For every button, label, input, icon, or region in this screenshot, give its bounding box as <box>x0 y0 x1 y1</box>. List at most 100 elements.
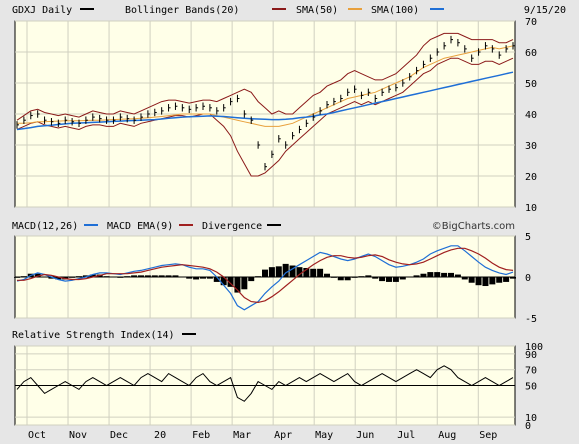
macd-ema-line <box>17 247 514 304</box>
price-legend-swatch <box>80 8 94 10</box>
divergence-bar <box>69 277 76 278</box>
divergence-bar <box>82 275 89 277</box>
divergence-bar <box>124 276 131 277</box>
legend-sma50-label: SMA(50) <box>296 5 338 16</box>
divergence-bar <box>138 275 144 277</box>
divergence-bar <box>503 277 510 282</box>
panel-0-ytick-label: 30 <box>525 141 537 152</box>
divergence-bar <box>282 263 289 277</box>
macd-ema-label: MACD EMA(9) <box>107 221 173 232</box>
macd-label: MACD(12,26) <box>12 221 78 232</box>
divergence-bar <box>351 277 358 278</box>
divergence-bar <box>330 277 337 278</box>
divergence-swatch <box>267 224 281 226</box>
xtick-label-Aug: Aug <box>438 430 456 441</box>
divergence-bar <box>131 275 138 277</box>
macd-line <box>16 245 514 311</box>
divergence-bar <box>234 277 241 293</box>
xtick-label-Apr: Apr <box>274 430 292 441</box>
panel-2-ytick-label: 70 <box>525 366 537 377</box>
divergence-bar <box>461 277 468 280</box>
panel-0-ytick-label: 10 <box>525 203 537 214</box>
divergence-bar <box>489 277 496 285</box>
divergence-bar <box>193 277 200 280</box>
divergence-bar <box>344 277 351 281</box>
divergence-bar <box>317 268 324 277</box>
divergence-bar <box>186 277 193 279</box>
panel-0-ytick-label: 60 <box>525 48 537 59</box>
panel-1-ytick-label: 5 <box>525 232 531 243</box>
divergence-bar <box>206 277 213 279</box>
divergence-bar <box>220 277 227 286</box>
divergence-bar <box>255 276 262 277</box>
divergence-bar <box>262 269 268 277</box>
divergence-bar <box>34 273 41 277</box>
divergence-bar <box>165 275 172 277</box>
divergence-bar <box>227 277 234 287</box>
divergence-bar <box>248 277 255 282</box>
divergence-bar <box>399 277 406 280</box>
divergence-bar <box>20 276 27 277</box>
bollinger-upper-line <box>16 32 514 121</box>
divergence-bar <box>303 267 310 277</box>
xtick-label-Jun: Jun <box>356 430 374 441</box>
divergence-bar <box>386 277 392 282</box>
panel-2-ytick-label: 10 <box>525 413 537 424</box>
divergence-bar <box>213 277 220 282</box>
panel-0-ytick-label: 40 <box>525 110 537 121</box>
divergence-bar <box>158 275 165 277</box>
panel-1-ytick-label: 0 <box>525 273 531 284</box>
divergence-bar <box>392 277 399 282</box>
divergence-bar <box>103 276 110 277</box>
panel-0-ytick-label: 50 <box>525 79 537 90</box>
divergence-bar <box>89 274 96 277</box>
divergence-bar <box>275 266 282 277</box>
macd-ema-swatch <box>179 224 193 226</box>
xtick-label-Feb: Feb <box>192 430 210 441</box>
divergence-bar <box>144 275 151 277</box>
divergence-bar <box>76 276 82 277</box>
divergence-bar <box>434 272 441 277</box>
xtick-label-Mar: Mar <box>233 430 251 441</box>
divergence-bar <box>337 277 344 281</box>
xtick-label-Nov: Nov <box>69 430 87 441</box>
divergence-bar <box>379 277 386 282</box>
divergence-bar <box>55 277 62 280</box>
panel-2-ytick-label: 50 <box>525 382 537 393</box>
macd-swatch <box>84 224 98 226</box>
divergence-bar <box>496 277 503 283</box>
bollinger-lower-line <box>16 57 514 177</box>
divergence-bar <box>310 268 317 277</box>
divergence-bar <box>427 272 434 277</box>
xtick-label-Dec: Dec <box>110 430 128 441</box>
copyright-text: ©BigCharts.com <box>432 221 515 232</box>
divergence-bar <box>475 277 482 286</box>
xtick-label-Sep: Sep <box>479 430 497 441</box>
panel-2-ytick-label: 90 <box>525 350 537 361</box>
divergence-bar <box>413 275 420 277</box>
legend-sma50-swatch <box>348 8 362 10</box>
xtick-label-Oct: Oct <box>28 430 46 441</box>
divergence-bar <box>482 277 489 287</box>
divergence-bar <box>14 277 20 278</box>
divergence-bar <box>365 275 372 277</box>
divergence-bar <box>358 276 365 277</box>
panel-1-ytick-label: -5 <box>525 314 537 325</box>
divergence-bar <box>448 272 454 277</box>
rsi-swatch <box>182 333 196 335</box>
legend-bollinger-label: Bollinger Bands(20) <box>125 5 239 16</box>
xtick-label-Jul: Jul <box>397 430 415 441</box>
legend-sma100-swatch <box>430 8 444 10</box>
xtick-label-20: 20 <box>154 430 166 441</box>
xtick-label-May: May <box>315 430 333 441</box>
divergence-bar <box>117 277 124 278</box>
panel-0-ytick-label: 70 <box>525 17 537 28</box>
divergence-label: Divergence <box>202 221 262 232</box>
divergence-bar <box>268 267 275 277</box>
divergence-bar <box>200 277 206 279</box>
rsi-label: Relative Strength Index(14) <box>12 330 175 341</box>
divergence-bar <box>172 275 179 277</box>
divergence-bar <box>48 277 55 279</box>
